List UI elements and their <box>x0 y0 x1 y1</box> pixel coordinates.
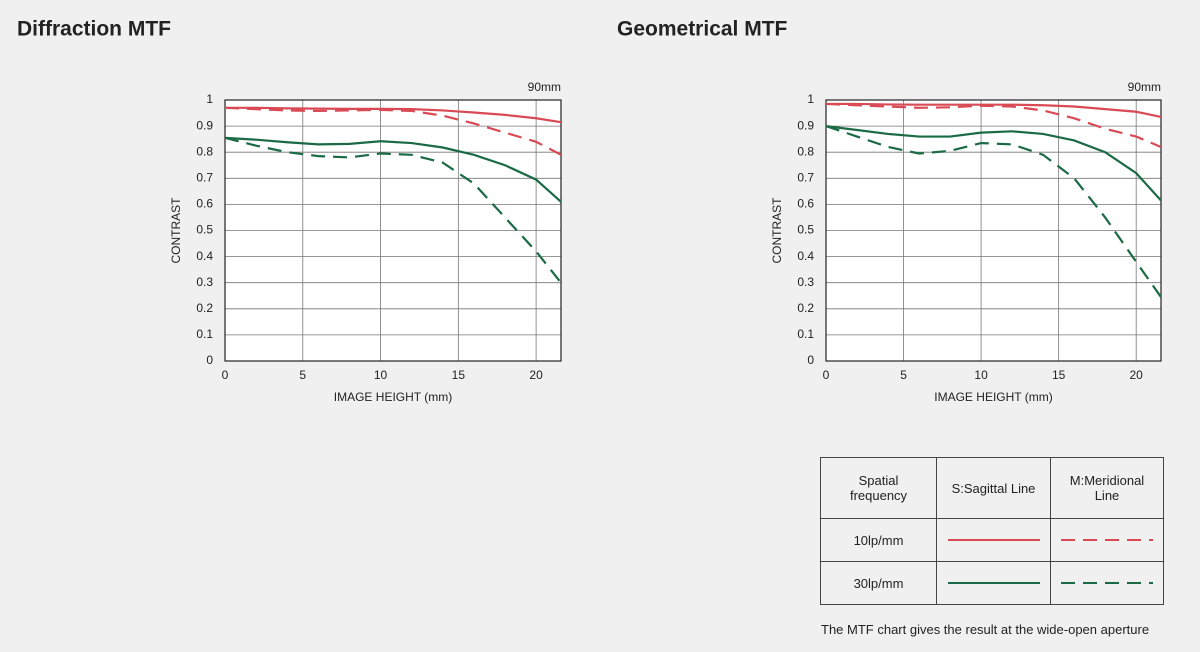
legend-header: Spatial frequency <box>820 457 937 519</box>
y-tick-label: 0.9 <box>797 118 814 132</box>
legend-row-label: 10lp/mm <box>820 518 937 562</box>
y-tick-label: 0.9 <box>196 118 213 132</box>
y-tick-label: 0.1 <box>797 327 814 341</box>
legend-row-label: 30lp/mm <box>820 561 937 605</box>
mtf-line <box>225 106 562 124</box>
y-tick-label: 0 <box>807 353 814 367</box>
legend-table: Spatial frequency S:Sagittal Line M:Meri… <box>820 457 1164 605</box>
legend-header: S:Sagittal Line <box>936 457 1051 519</box>
y-tick-label: 0.5 <box>797 223 814 237</box>
mtf-line <box>224 136 562 203</box>
y-tick-label: 0.3 <box>797 275 814 289</box>
legend-swatch <box>1061 582 1153 584</box>
y-tick-label: 1 <box>807 92 814 106</box>
x-tick-label: 5 <box>900 368 907 382</box>
x-tick-label: 0 <box>222 368 229 382</box>
annotation: 90mm <box>528 80 561 94</box>
x-tick-label: 15 <box>1052 368 1066 382</box>
legend-swatch <box>947 539 1040 541</box>
x-axis-label: IMAGE HEIGHT (mm) <box>934 390 1052 404</box>
y-tick-label: 0.3 <box>196 275 213 289</box>
mtf-line <box>825 102 1162 148</box>
mtf-line <box>224 136 562 284</box>
y-tick-label: 0.4 <box>797 249 814 263</box>
y-tick-label: 0.7 <box>196 170 213 184</box>
y-tick-label: 0.2 <box>196 301 213 315</box>
y-tick-label: 0.5 <box>196 223 213 237</box>
y-axis-label: CONTRAST <box>770 197 784 264</box>
x-tick-label: 20 <box>529 368 543 382</box>
chart-title: Geometrical MTF <box>617 18 788 41</box>
x-tick-label: 10 <box>974 368 988 382</box>
y-tick-label: 0.8 <box>196 144 213 158</box>
footnote: The MTF chart gives the result at the wi… <box>821 622 1150 637</box>
x-tick-label: 5 <box>299 368 306 382</box>
mtf-line <box>826 102 1162 119</box>
y-tick-label: 0.7 <box>797 170 814 184</box>
legend-swatch <box>1061 539 1153 541</box>
y-tick-label: 0.1 <box>196 327 213 341</box>
y-tick-label: 0.2 <box>797 301 814 315</box>
x-tick-label: 15 <box>452 368 466 382</box>
y-tick-label: 0.6 <box>196 197 213 211</box>
plot-frame <box>224 99 562 362</box>
mtf-line <box>224 106 562 156</box>
x-tick-label: 20 <box>1130 368 1144 382</box>
legend-header: M:Meridional Line <box>1050 457 1164 519</box>
plot-frame <box>825 99 1162 362</box>
y-tick-label: 0.8 <box>797 144 814 158</box>
y-tick-label: 0 <box>206 353 213 367</box>
chart-title: Diffraction MTF <box>17 18 171 41</box>
x-axis-label: IMAGE HEIGHT (mm) <box>334 390 452 404</box>
legend-swatch <box>947 582 1040 584</box>
mtf-line <box>825 125 1162 202</box>
mtf-line <box>825 125 1162 298</box>
x-tick-label: 0 <box>823 368 830 382</box>
y-tick-label: 0.6 <box>797 197 814 211</box>
x-tick-label: 10 <box>374 368 388 382</box>
y-tick-label: 0.4 <box>196 249 213 263</box>
annotation: 90mm <box>1128 80 1161 94</box>
y-tick-label: 1 <box>206 92 213 106</box>
y-axis-label: CONTRAST <box>169 197 183 264</box>
